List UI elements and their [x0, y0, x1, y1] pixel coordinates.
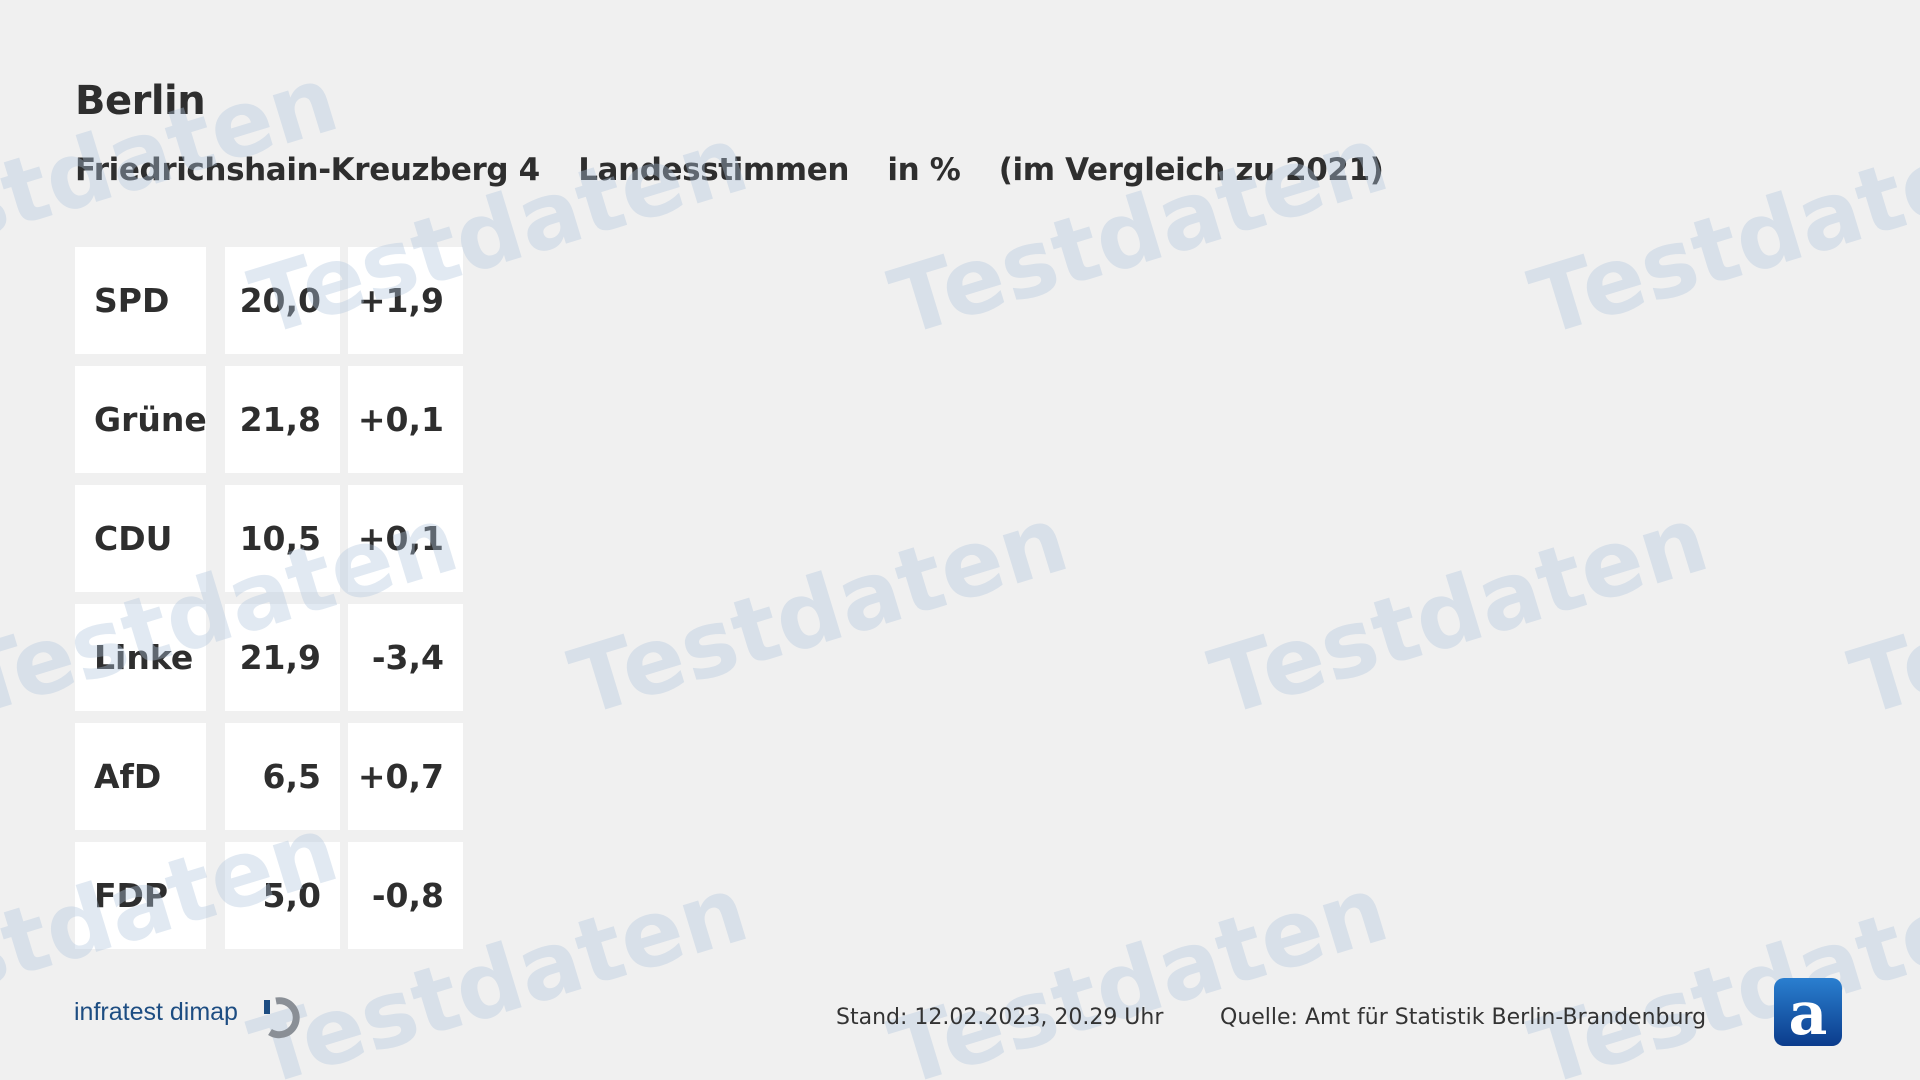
change-value: -0,8 — [348, 842, 463, 949]
subtitle-unit: in % — [887, 152, 961, 188]
change-value: +0,1 — [348, 366, 463, 473]
subtitle-comparison: (im Vergleich zu 2021) — [998, 152, 1384, 188]
watermark-text: Testdaten — [878, 855, 1400, 1080]
percent-value: 5,0 — [225, 842, 340, 949]
change-value: +1,9 — [348, 247, 463, 354]
party-label: Grüne — [75, 366, 207, 473]
party-label: AfD — [75, 723, 206, 830]
subtitle-vote-type: Landesstimmen — [578, 152, 850, 188]
percent-value: 6,5 — [225, 723, 340, 830]
party-label: CDU — [75, 485, 206, 592]
timestamp-text: Stand: 12.02.2023, 20.29 Uhr — [836, 1005, 1164, 1030]
chart-subtitle: Friedrichshain-Kreuzberg 4 Landesstimmen… — [75, 152, 1412, 188]
ard-logo-icon: a — [1774, 978, 1842, 1048]
subtitle-district: Friedrichshain-Kreuzberg 4 — [75, 152, 540, 188]
percent-value: 21,8 — [225, 366, 340, 473]
infratest-dimap-logo-icon — [264, 997, 300, 1039]
source-text: Quelle: Amt für Statistik Berlin-Branden… — [1220, 1005, 1707, 1030]
party-label: SPD — [75, 247, 206, 354]
party-label: FDP — [75, 842, 206, 949]
svg-text:a: a — [1789, 979, 1828, 1048]
percent-value: 21,9 — [225, 604, 340, 711]
page-title: Berlin — [75, 78, 206, 124]
percent-value: 20,0 — [225, 247, 340, 354]
watermark-text: Testdaten — [878, 105, 1400, 357]
watermark-text: Testdaten — [558, 485, 1080, 737]
change-value: +0,7 — [348, 723, 463, 830]
change-value: +0,1 — [348, 485, 463, 592]
party-label: Linke — [75, 604, 206, 711]
watermark-text: Testdaten — [1518, 105, 1920, 357]
infratest-dimap-logo: infratest dimap — [74, 998, 238, 1026]
watermark-text: Testdaten — [1518, 855, 1920, 1080]
percent-value: 10,5 — [225, 485, 340, 592]
watermark-text: Testdaten — [1198, 485, 1720, 737]
change-value: -3,4 — [348, 604, 463, 711]
watermark-text: Testdaten — [1838, 485, 1920, 737]
